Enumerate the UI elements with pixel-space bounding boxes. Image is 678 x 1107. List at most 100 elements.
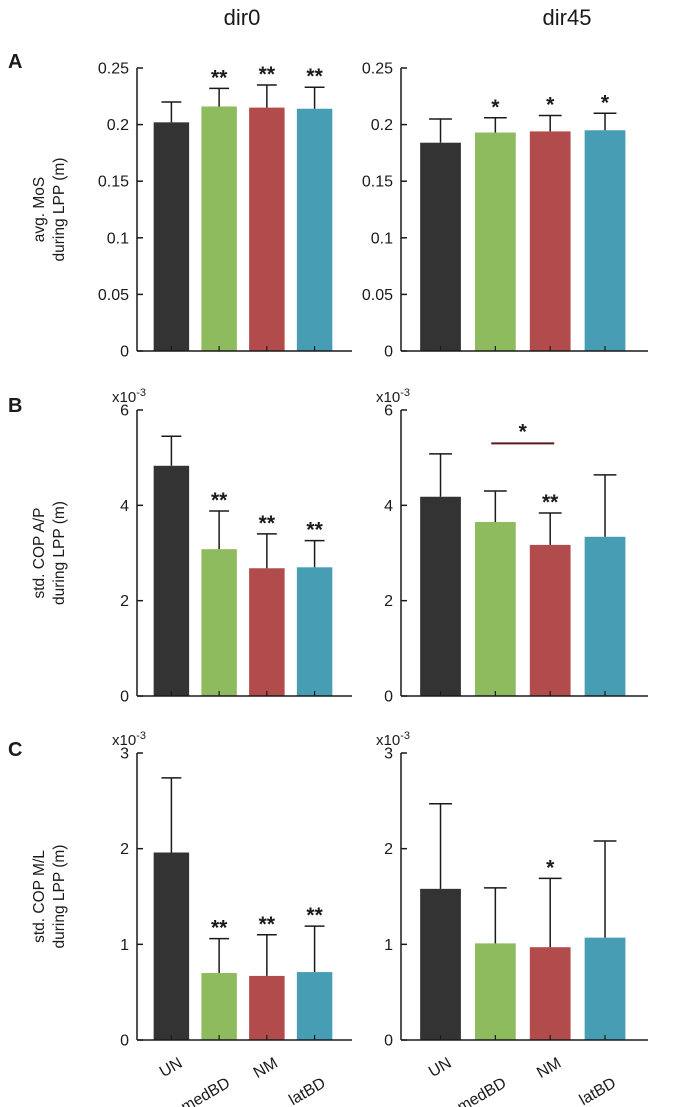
y-axis-multiplier: x10-3 <box>112 730 146 749</box>
y-tick-label: 2 <box>120 593 129 610</box>
bar-latBD <box>584 130 626 351</box>
bar-medBD <box>201 973 237 1040</box>
bar-medBD <box>474 522 516 696</box>
bar-medBD <box>201 106 237 351</box>
error-bar-medBD <box>483 117 507 133</box>
significance-marker: ** <box>259 63 276 86</box>
error-bar-latBD <box>304 925 325 973</box>
bar-NM <box>249 975 285 1040</box>
error-bar-medBD <box>483 887 507 944</box>
bar-medBD <box>201 549 237 696</box>
significance-marker: ** <box>259 512 276 535</box>
error-bar-latBD <box>304 86 325 109</box>
y-axis-label-line: during LPP (m) <box>51 158 68 262</box>
error-bar-medBD <box>483 490 507 523</box>
y-tick-label: 0 <box>120 1033 129 1050</box>
error-bar-UN <box>161 435 182 466</box>
x-category-label-medBD: medBD <box>178 1075 233 1107</box>
y-tick-label: 0.15 <box>362 174 393 191</box>
error-bar-NM <box>256 533 277 569</box>
bar-NM <box>529 544 571 696</box>
significance-bracket-label: * <box>519 420 528 443</box>
y-axis-multiplier: x10-3 <box>376 387 410 406</box>
significance-marker: ** <box>306 65 323 88</box>
error-bar-medBD <box>209 87 230 107</box>
y-tick-label: 2 <box>384 593 393 610</box>
y-axis-label-line: during LPP (m) <box>51 501 68 605</box>
y-tick-label: 0 <box>120 344 129 361</box>
significance-marker: ** <box>211 917 228 940</box>
error-bar-medBD <box>209 937 230 974</box>
x-category-label-latBD: latBD <box>577 1075 619 1107</box>
bar-UN <box>420 888 461 1040</box>
y-axis-label-line: std. COP M/L <box>31 850 48 943</box>
y-tick-label: 0 <box>384 1033 393 1050</box>
y-tick-label: 0 <box>120 689 129 706</box>
bar-medBD <box>474 132 516 351</box>
x-category-label-UN: UN <box>426 1055 455 1081</box>
bar-UN <box>153 852 190 1040</box>
y-tick-label: 0 <box>384 344 393 361</box>
error-bar-UN <box>161 777 182 853</box>
y-tick-label: 0.05 <box>362 287 393 304</box>
y-axis-label-line: avg. MoS <box>31 177 48 242</box>
error-bar-NM <box>538 877 562 948</box>
bar-NM <box>529 131 571 351</box>
error-bar-NM <box>538 512 562 545</box>
error-bar-NM <box>256 934 277 976</box>
x-category-label-latBD: latBD <box>286 1075 328 1107</box>
bar-latBD <box>584 536 626 696</box>
error-bar-UN <box>429 118 452 143</box>
y-tick-label: 0.1 <box>107 230 129 247</box>
x-category-label-NM: NM <box>534 1055 564 1082</box>
significance-marker: ** <box>306 904 323 927</box>
y-tick-label: 6 <box>384 403 393 420</box>
y-tick-label: 0.1 <box>371 230 393 247</box>
bar-UN <box>420 142 461 351</box>
y-tick-label: 6 <box>120 403 129 420</box>
y-tick-label: 0.25 <box>98 61 129 78</box>
y-tick-label: 0.2 <box>107 117 129 134</box>
y-tick-label: 4 <box>120 498 129 515</box>
significance-marker: ** <box>542 491 559 514</box>
y-tick-label: 0.25 <box>362 61 393 78</box>
y-tick-label: 0.2 <box>371 117 393 134</box>
error-bar-latBD <box>593 112 617 131</box>
x-category-label-medBD: medBD <box>455 1075 510 1107</box>
error-bar-medBD <box>209 510 230 550</box>
bar-NM <box>249 107 285 352</box>
y-tick-label: 3 <box>384 746 393 763</box>
error-bar-UN <box>429 453 452 497</box>
significance-marker: ** <box>259 913 276 936</box>
significance-marker: * <box>546 856 555 879</box>
bar-latBD <box>296 972 333 1040</box>
significance-marker: * <box>491 96 500 119</box>
panel-letter-C: C <box>8 739 22 761</box>
y-tick-label: 1 <box>120 937 129 954</box>
bar-NM <box>529 947 571 1040</box>
error-bar-NM <box>256 84 277 108</box>
significance-marker: ** <box>211 66 228 89</box>
x-category-label-NM: NM <box>251 1055 281 1082</box>
error-bar-UN <box>429 802 452 889</box>
bar-latBD <box>584 937 626 1040</box>
panel-0-dir45: * * * 0 0.05 0.1 0.15 0.2 0.25 <box>362 61 648 361</box>
y-tick-label: 1 <box>384 937 393 954</box>
panel-letter-A: A <box>8 51 22 73</box>
bar-medBD <box>474 943 516 1040</box>
bar-NM <box>249 568 285 696</box>
y-tick-label: 3 <box>120 746 129 763</box>
y-tick-label: 0 <box>384 689 393 706</box>
error-bar-latBD <box>304 539 325 568</box>
significance-marker: ** <box>306 519 323 542</box>
error-bar-UN <box>161 101 182 123</box>
panel-letter-B: B <box>8 395 22 417</box>
bar-UN <box>420 496 461 696</box>
